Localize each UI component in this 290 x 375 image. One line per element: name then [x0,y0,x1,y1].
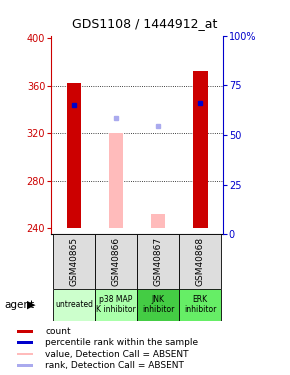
Text: JNK
inhibitor: JNK inhibitor [142,295,174,314]
Bar [17,341,32,344]
Bar [193,71,208,228]
Text: GSM40867: GSM40867 [154,237,163,286]
Bar [179,234,221,289]
Bar [17,330,32,333]
Bar [179,289,221,321]
Text: count: count [45,327,71,336]
Text: rank, Detection Call = ABSENT: rank, Detection Call = ABSENT [45,361,184,370]
Bar [137,289,179,321]
Bar [95,289,137,321]
Text: untreated: untreated [55,300,93,309]
Bar [53,289,95,321]
Text: GSM40868: GSM40868 [196,237,205,286]
Bar [109,133,123,228]
Text: ERK
inhibitor: ERK inhibitor [184,295,216,314]
Bar [137,234,179,289]
Bar [53,234,95,289]
Text: p38 MAP
K inhibitor: p38 MAP K inhibitor [96,295,136,314]
Text: GSM40866: GSM40866 [111,237,120,286]
Text: GDS1108 / 1444912_at: GDS1108 / 1444912_at [72,17,218,30]
Text: agent: agent [4,300,35,310]
Text: percentile rank within the sample: percentile rank within the sample [45,338,198,347]
Bar [66,83,81,228]
Bar [151,214,165,228]
Text: ▶: ▶ [27,300,35,310]
Bar [17,352,32,356]
Text: GSM40865: GSM40865 [69,237,78,286]
Text: value, Detection Call = ABSENT: value, Detection Call = ABSENT [45,350,189,358]
Bar [17,364,32,367]
Bar [95,234,137,289]
